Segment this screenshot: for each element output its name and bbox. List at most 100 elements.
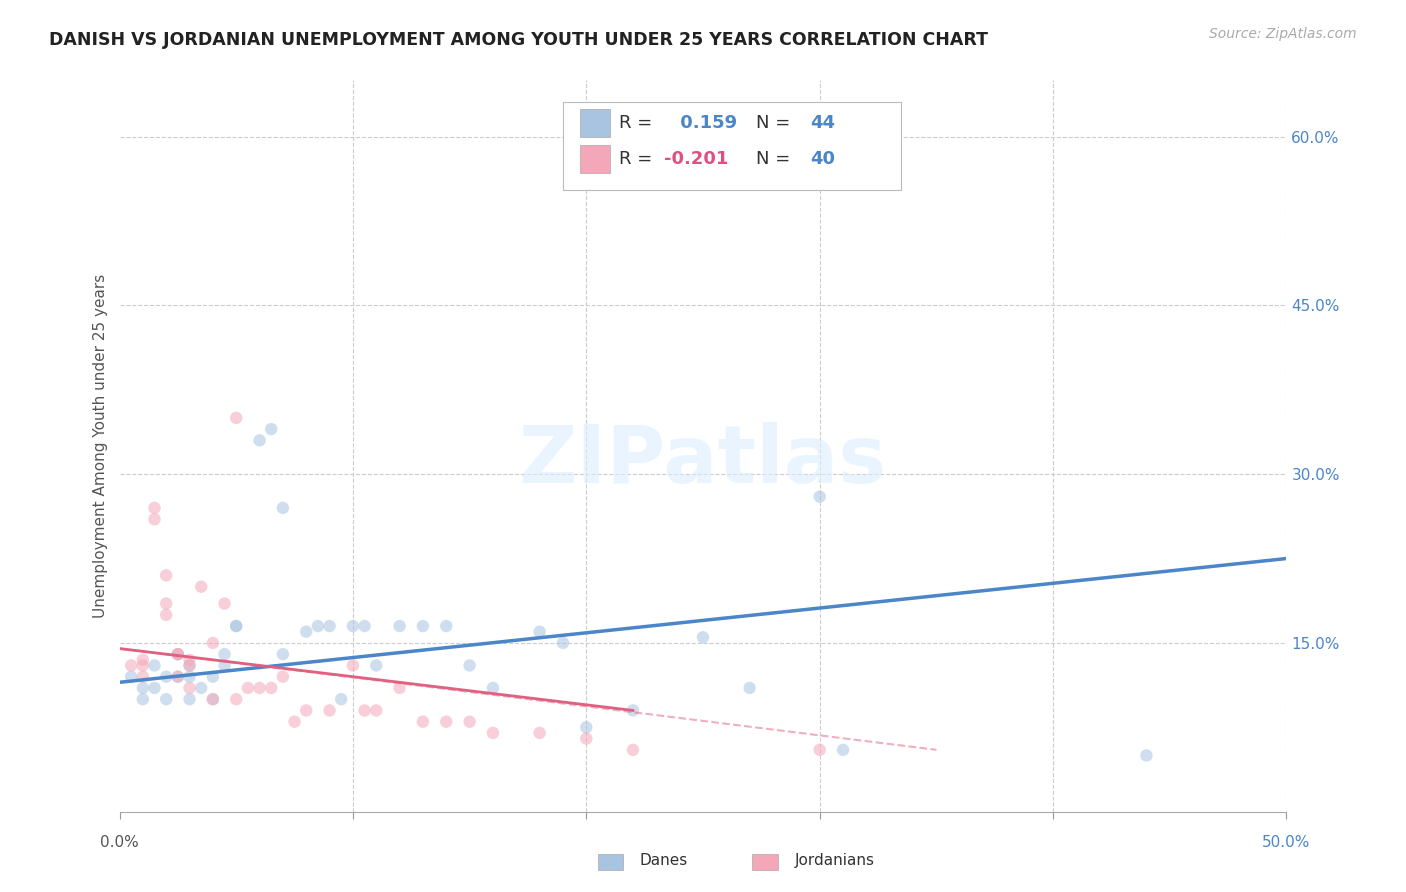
Danes	[808, 490, 831, 504]
Danes	[120, 670, 142, 684]
Jordanians	[529, 726, 551, 740]
Text: 40: 40	[810, 150, 835, 169]
Jordanians	[132, 670, 155, 684]
Danes	[832, 743, 855, 757]
Text: Source: ZipAtlas.com: Source: ZipAtlas.com	[1209, 27, 1357, 41]
Jordanians	[458, 714, 481, 729]
Danes	[201, 670, 224, 684]
Jordanians	[482, 726, 505, 740]
Jordanians	[366, 703, 388, 717]
Danes	[214, 658, 236, 673]
Jordanians	[155, 568, 177, 582]
Bar	[581, 109, 610, 136]
Jordanians	[179, 658, 201, 673]
Jordanians	[155, 597, 177, 611]
Danes	[458, 658, 481, 673]
Jordanians	[225, 692, 247, 706]
Danes	[155, 670, 177, 684]
Jordanians	[271, 670, 294, 684]
Jordanians	[388, 681, 411, 695]
Danes	[295, 624, 318, 639]
Danes	[412, 619, 434, 633]
Jordanians	[434, 714, 457, 729]
Jordanians	[412, 714, 434, 729]
Danes	[342, 619, 364, 633]
Text: 50.0%: 50.0%	[1263, 836, 1310, 850]
Jordanians	[236, 681, 259, 695]
Jordanians	[249, 681, 271, 695]
Danes	[738, 681, 761, 695]
Jordanians	[260, 681, 283, 695]
FancyBboxPatch shape	[562, 103, 901, 190]
Jordanians	[166, 670, 188, 684]
Danes	[143, 658, 166, 673]
Danes	[225, 619, 247, 633]
Danes	[318, 619, 340, 633]
Danes	[1135, 748, 1157, 763]
Jordanians	[201, 636, 224, 650]
Danes	[692, 630, 714, 644]
Danes	[132, 692, 155, 706]
Danes	[179, 670, 201, 684]
Danes	[214, 647, 236, 661]
Danes	[166, 670, 188, 684]
Jordanians	[120, 658, 142, 673]
Danes	[330, 692, 353, 706]
Danes	[271, 647, 294, 661]
Danes	[155, 692, 177, 706]
Danes	[249, 434, 271, 448]
Jordanians	[353, 703, 375, 717]
Jordanians	[225, 410, 247, 425]
Text: DANISH VS JORDANIAN UNEMPLOYMENT AMONG YOUTH UNDER 25 YEARS CORRELATION CHART: DANISH VS JORDANIAN UNEMPLOYMENT AMONG Y…	[49, 31, 988, 49]
Jordanians	[190, 580, 212, 594]
Danes	[529, 624, 551, 639]
Jordanians	[132, 653, 155, 667]
Text: 44: 44	[810, 113, 835, 132]
Jordanians	[179, 653, 201, 667]
Text: Danes: Danes	[640, 854, 688, 868]
Jordanians	[179, 681, 201, 695]
Text: R =: R =	[619, 113, 658, 132]
Text: ZIPatlas: ZIPatlas	[519, 422, 887, 500]
Text: 0.159: 0.159	[673, 113, 737, 132]
Jordanians	[143, 512, 166, 526]
Text: R =: R =	[619, 150, 658, 169]
Danes	[179, 658, 201, 673]
Jordanians	[284, 714, 307, 729]
Y-axis label: Unemployment Among Youth under 25 years: Unemployment Among Youth under 25 years	[93, 274, 108, 618]
Text: N =: N =	[755, 113, 796, 132]
Danes	[551, 636, 574, 650]
Jordanians	[295, 703, 318, 717]
Jordanians	[155, 607, 177, 622]
Danes	[179, 692, 201, 706]
Danes	[166, 647, 188, 661]
Danes	[575, 720, 598, 734]
Jordanians	[342, 658, 364, 673]
Jordanians	[201, 692, 224, 706]
Danes	[260, 422, 283, 436]
Danes	[201, 692, 224, 706]
Text: N =: N =	[755, 150, 796, 169]
Jordanians	[166, 647, 188, 661]
Danes	[434, 619, 457, 633]
Jordanians	[143, 500, 166, 515]
Danes	[190, 681, 212, 695]
Danes	[482, 681, 505, 695]
Text: Jordanians: Jordanians	[794, 854, 875, 868]
Danes	[143, 681, 166, 695]
Text: -0.201: -0.201	[665, 150, 728, 169]
Bar	[581, 145, 610, 173]
Danes	[388, 619, 411, 633]
Jordanians	[166, 647, 188, 661]
Danes	[132, 681, 155, 695]
Danes	[621, 703, 644, 717]
Jordanians	[318, 703, 340, 717]
Danes	[366, 658, 388, 673]
Danes	[307, 619, 329, 633]
Danes	[353, 619, 375, 633]
Jordanians	[132, 658, 155, 673]
Danes	[271, 500, 294, 515]
Danes	[225, 619, 247, 633]
Jordanians	[214, 597, 236, 611]
Jordanians	[575, 731, 598, 746]
